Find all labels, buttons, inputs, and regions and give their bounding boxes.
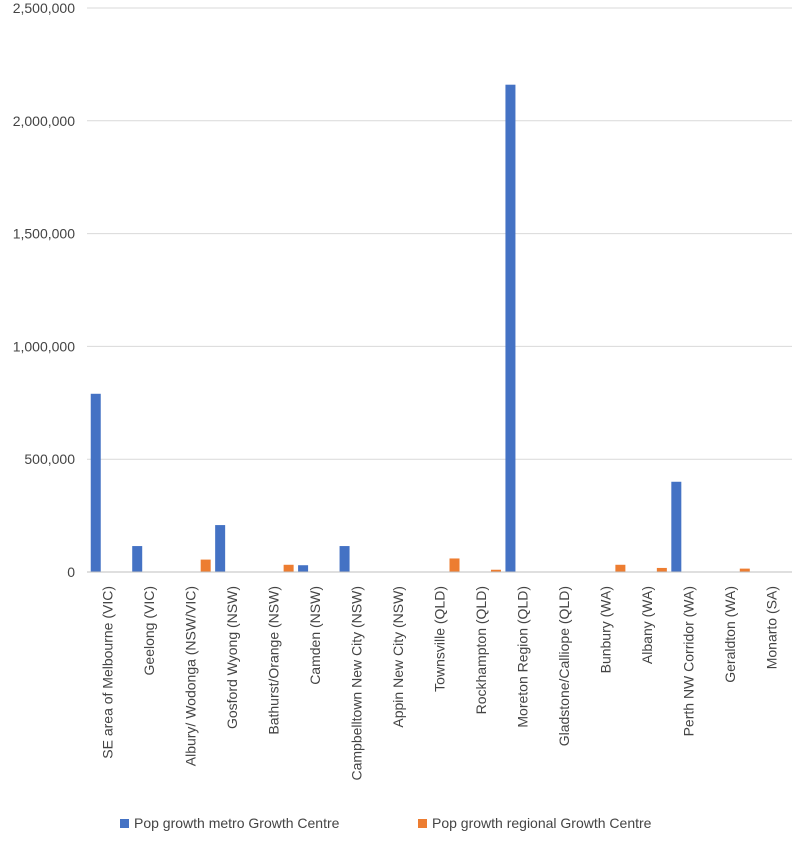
bar-metro: [132, 546, 143, 572]
y-axis-tick-labels: 0 500,000 1,000,000 1,500,000 2,000,000 2,500…: [13, 0, 76, 580]
x-category-label: Albury/ Wodonga (NSW/VIC): [183, 586, 199, 766]
x-category-label: Moreton Region (QLD): [514, 586, 530, 728]
x-category-label: SE area of Melbourne (VIC): [100, 586, 116, 759]
legend-swatch: [418, 819, 427, 828]
bars: [90, 84, 750, 572]
bar-metro: [298, 565, 309, 572]
bar-regional: [615, 564, 626, 572]
legend-swatch: [120, 819, 129, 828]
gridlines: [87, 7, 792, 460]
x-category-label: Appin New City (NSW): [390, 586, 406, 728]
y-tick-label: 1,500,000: [13, 226, 75, 242]
y-tick-label: 1,000,000: [13, 338, 75, 354]
x-category-label: Geraldton (WA): [722, 586, 738, 683]
bar-metro: [671, 481, 682, 572]
x-category-label: Geelong (VIC): [141, 586, 157, 675]
bar-regional: [656, 567, 667, 572]
x-category-label: Monarto (SA): [763, 586, 779, 669]
x-category-label: Albany (WA): [639, 586, 655, 664]
y-tick-label: 0: [67, 564, 75, 580]
legend: Pop growth metro Growth Centre Pop growth…: [120, 815, 652, 831]
x-category-label: Gladstone/Calliope (QLD): [556, 586, 572, 746]
x-category-label: Townsville (QLD): [432, 586, 448, 692]
bar-regional: [283, 564, 294, 572]
y-tick-label: 2,000,000: [13, 113, 75, 129]
x-category-label: Gosford Wyong (NSW): [224, 586, 240, 729]
x-category-label: Camden (NSW): [307, 586, 323, 685]
bar-metro: [339, 546, 350, 572]
x-category-label: Rockhampton (QLD): [473, 586, 489, 714]
bar-metro: [90, 393, 101, 572]
bar-regional: [739, 568, 750, 572]
bar-regional: [200, 559, 211, 572]
legend-label: Pop growth regional Growth Centre: [432, 815, 652, 831]
x-axis-category-labels: SE area of Melbourne (VIC) Geelong (VIC) A…: [100, 586, 780, 780]
x-category-label: Bathurst/Orange (NSW): [266, 586, 282, 735]
bar-regional: [449, 558, 460, 572]
x-category-label: Bunbury (WA): [597, 586, 613, 673]
x-category-label: Perth NW Corridor (WA): [680, 586, 696, 736]
y-tick-label: 500,000: [24, 451, 75, 467]
bar-regional: [490, 569, 501, 572]
y-tick-label: 2,500,000: [13, 0, 75, 16]
bar-metro: [505, 84, 516, 572]
legend-label: Pop growth metro Growth Centre: [134, 815, 340, 831]
bar-metro: [215, 525, 226, 572]
x-category-label: Campbelltown New City (NSW): [349, 586, 365, 780]
